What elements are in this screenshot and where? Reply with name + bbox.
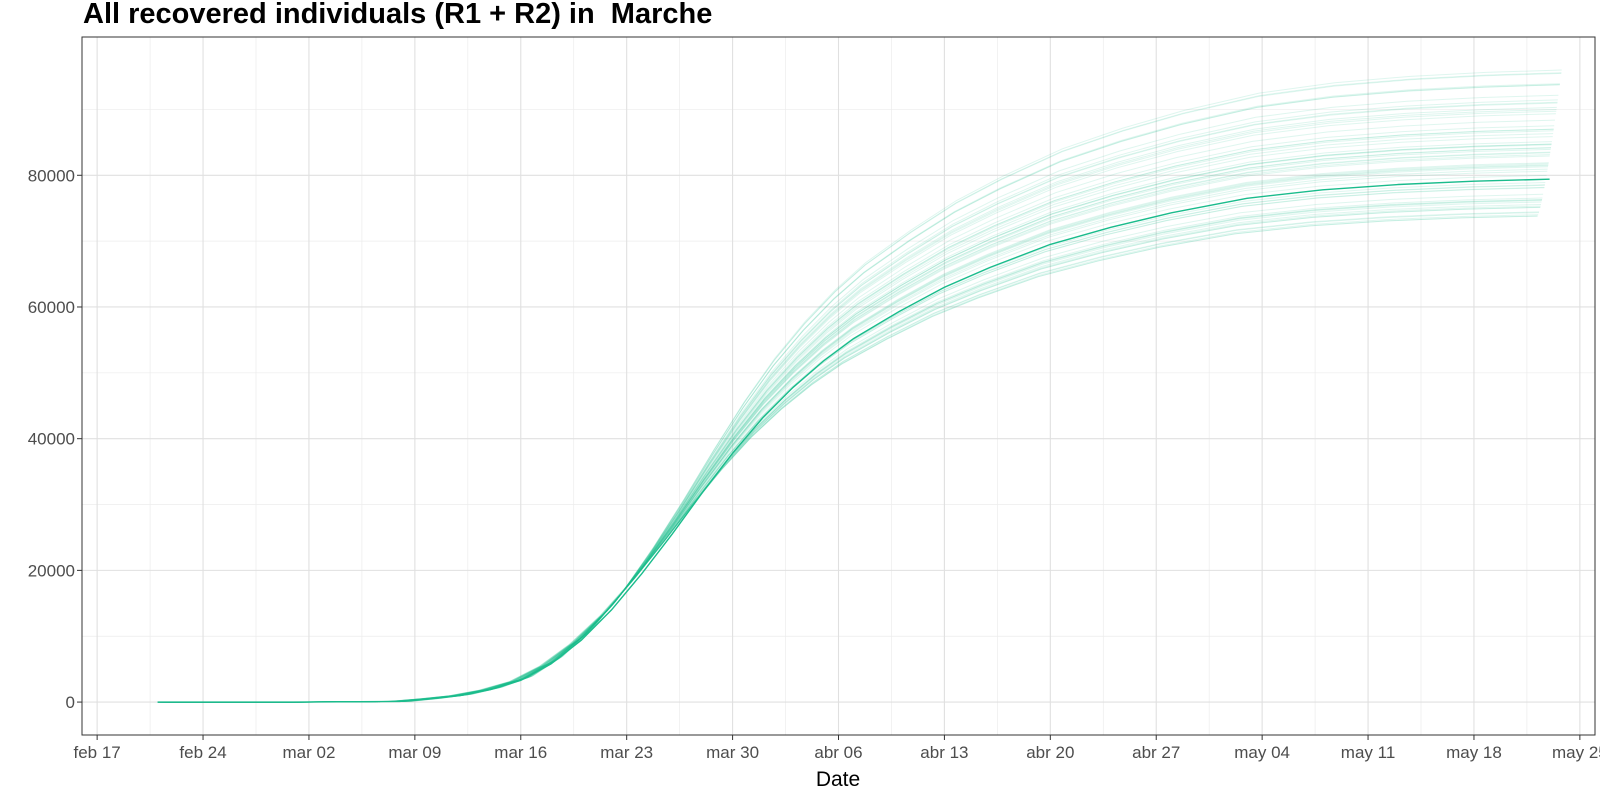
x-axis-title: Date <box>816 768 860 791</box>
x-tick-label: feb 17 <box>73 743 120 762</box>
ensemble-line <box>157 200 1542 703</box>
ensemble-line <box>157 211 1540 703</box>
ensemble-line <box>157 187 1545 703</box>
x-tick-label: may 18 <box>1446 743 1502 762</box>
ensemble-line <box>157 201 1542 703</box>
y-tick-label: 60000 <box>28 298 75 317</box>
y-tick-label: 20000 <box>28 561 75 580</box>
ensemble-line <box>157 206 1541 703</box>
ensemble-line <box>157 205 1541 703</box>
y-tick-label: 40000 <box>28 430 75 449</box>
y-axis: 0 20000 40000 60000 80000 <box>28 166 82 712</box>
x-tick-label: abr 20 <box>1026 743 1074 762</box>
ensemble-line <box>157 182 1546 703</box>
median-line <box>157 178 1550 703</box>
ensemble-line <box>157 215 1538 703</box>
x-tick-label: abr 06 <box>814 743 862 762</box>
x-tick-label: mar 02 <box>282 743 335 762</box>
ensemble-line <box>157 212 1539 703</box>
x-axis: feb 17 feb 24 mar 02 mar 09 mar 16 mar 23 mar … <box>73 735 1600 762</box>
x-tick-label: abr 13 <box>920 743 968 762</box>
x-tick-label: mar 30 <box>706 743 759 762</box>
x-tick-label: may 25 <box>1552 743 1600 762</box>
x-tick-label: mar 16 <box>494 743 547 762</box>
ensemble-line <box>157 186 1545 703</box>
x-tick-label: abr 27 <box>1132 743 1180 762</box>
ensemble-line <box>157 197 1543 703</box>
ensemble-line <box>157 215 1538 703</box>
x-tick-label: mar 23 <box>600 743 653 762</box>
x-tick-label: mar 09 <box>388 743 441 762</box>
x-tick-label: feb 24 <box>179 743 226 762</box>
ensemble-line <box>157 204 1542 703</box>
median-line-group <box>157 178 1550 703</box>
chart-title: All recovered individuals (R1 + R2) in M… <box>83 0 713 30</box>
ensemble-line <box>157 206 1541 703</box>
ensemble-line <box>157 214 1539 703</box>
x-tick-label: may 11 <box>1341 743 1396 762</box>
ensemble-line <box>157 199 1543 703</box>
y-tick-label: 80000 <box>28 166 75 185</box>
y-tick-label: 0 <box>66 693 75 712</box>
ensemble-line <box>157 184 1545 703</box>
ensemble-line <box>157 199 1543 703</box>
x-tick-label: may 04 <box>1234 743 1290 762</box>
ensemble-line <box>157 184 1545 703</box>
